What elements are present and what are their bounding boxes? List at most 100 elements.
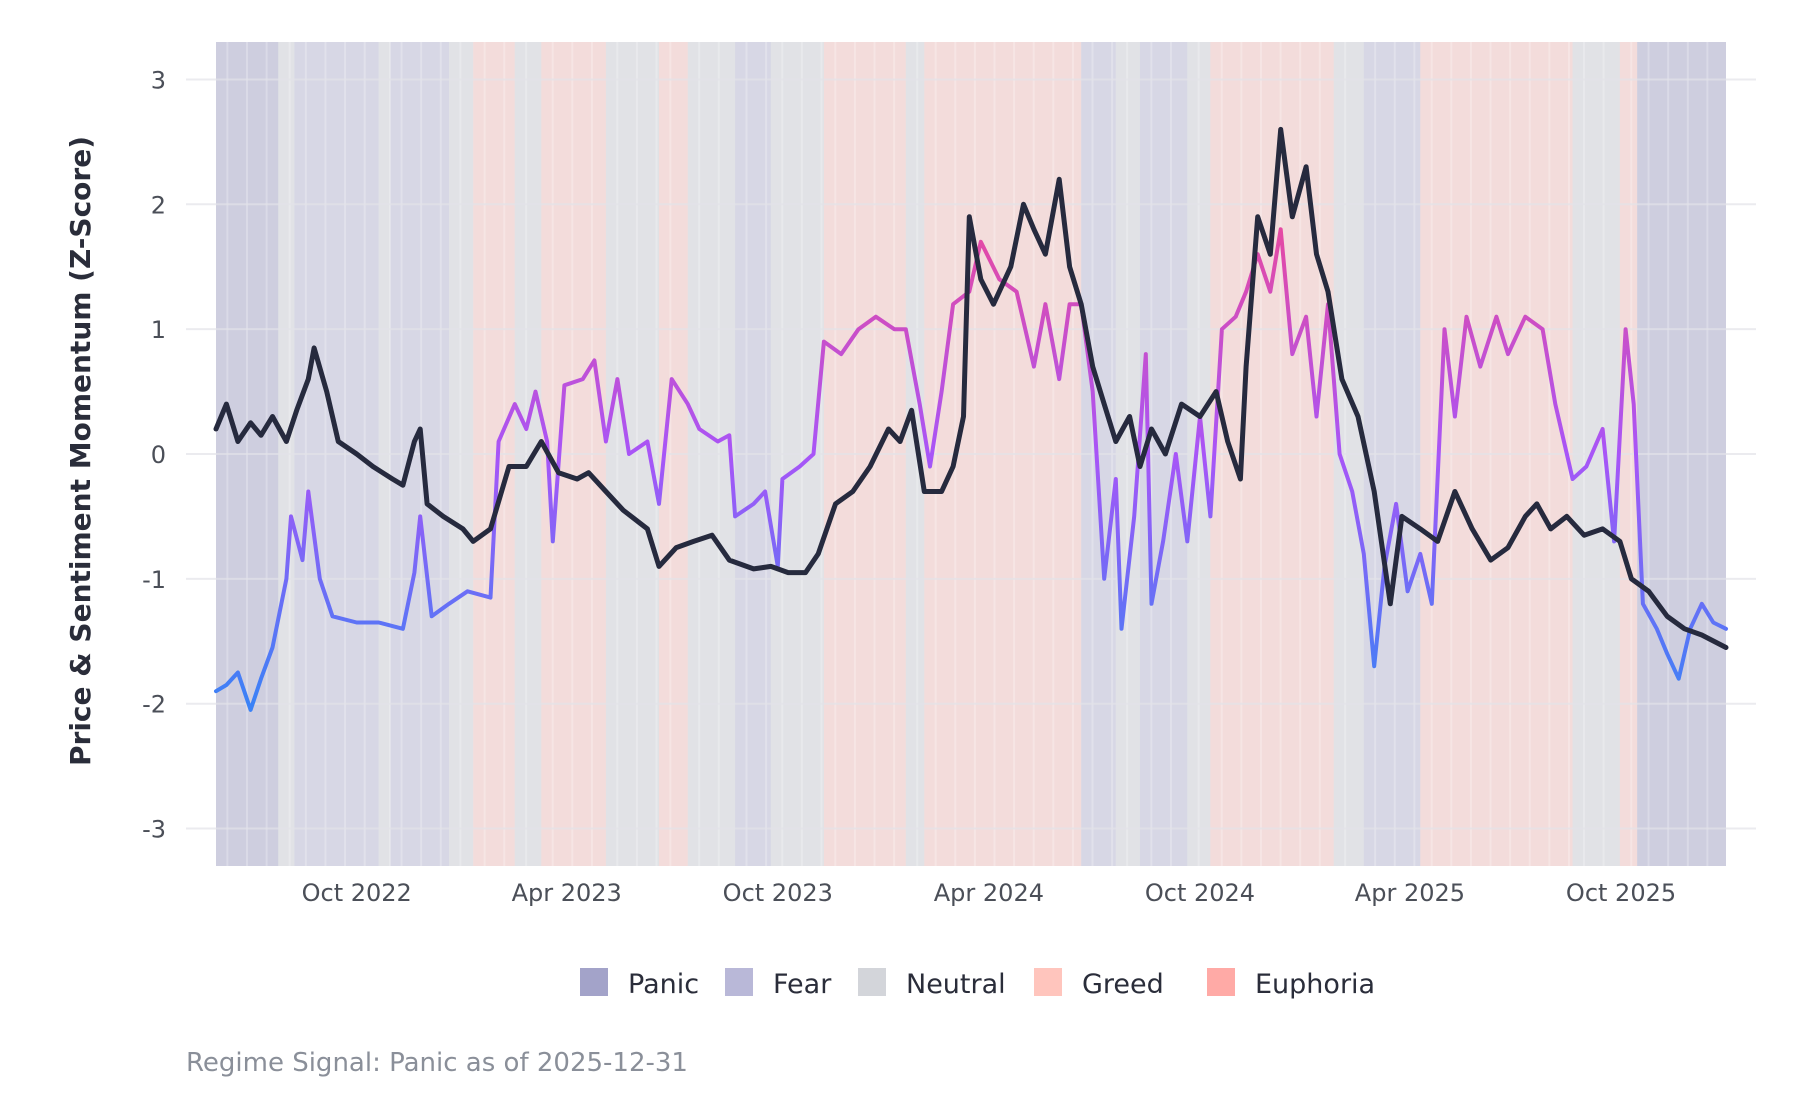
sentiment-point	[401, 627, 405, 631]
y-tick-label: -2	[142, 691, 166, 719]
price-point	[1067, 264, 1072, 269]
sentiment-point	[1268, 290, 1272, 294]
price-point	[412, 439, 417, 444]
x-tick-label: Oct 2022	[302, 879, 412, 907]
price-point	[1079, 302, 1084, 307]
price-point	[645, 526, 650, 531]
sentiment-point	[798, 464, 802, 469]
price-point	[1399, 514, 1404, 519]
sentiment-point	[733, 514, 737, 519]
price-point	[909, 408, 914, 413]
sentiment-point	[1208, 514, 1212, 519]
price-point	[524, 464, 529, 469]
price-point	[507, 464, 512, 469]
sentiment-point	[562, 383, 566, 387]
sentiment-point	[1418, 552, 1422, 556]
sentiment-point	[1430, 602, 1434, 606]
sentiment-point	[1350, 489, 1354, 494]
sentiment-point	[1144, 352, 1148, 356]
y-axis-title: Price & Sentiment Momentum (Z-Score)	[64, 136, 97, 766]
sentiment-point	[259, 677, 263, 681]
legend-label: Panic	[628, 969, 699, 1000]
sentiment-point	[1032, 365, 1036, 369]
sentiment-point	[300, 558, 305, 562]
price-point	[1646, 589, 1651, 594]
price-point	[803, 570, 808, 575]
price-point	[418, 427, 423, 432]
y-tick-label: 1	[151, 316, 166, 344]
sentiment-point	[1068, 302, 1072, 306]
sentiment-point	[615, 377, 620, 381]
price-point	[1534, 501, 1539, 506]
price-point	[1214, 389, 1219, 394]
price-point	[1127, 414, 1132, 419]
sentiment-point	[270, 645, 275, 650]
sentiment-point	[355, 620, 359, 625]
legend-item-fear: Fear	[725, 968, 832, 1000]
sentiment-point	[645, 439, 650, 444]
x-tick-label: Apr 2023	[512, 879, 622, 907]
regime-caption: Regime Signal: Panic as of 2025-12-31	[186, 1048, 688, 1078]
price-point	[1470, 526, 1475, 531]
price-point	[1600, 526, 1605, 531]
sentiment-point	[551, 539, 555, 543]
price-point	[1372, 489, 1377, 494]
sentiment-point	[1624, 327, 1628, 331]
price-point	[674, 545, 679, 550]
price-point	[991, 302, 996, 307]
sentiment-point	[811, 452, 816, 456]
sentiment-point	[1372, 664, 1376, 668]
sentiment-point	[1279, 227, 1283, 231]
sentiment-point	[1043, 302, 1048, 306]
legend-swatch	[725, 968, 753, 996]
price-point	[488, 526, 493, 531]
sentiment-point	[412, 571, 417, 575]
legend-item-neutral: Neutral	[858, 968, 1006, 1000]
price-point	[270, 414, 275, 419]
sentiment-point	[697, 427, 701, 431]
y-tick-label: 2	[151, 191, 166, 219]
sentiment-point	[1570, 477, 1575, 481]
sentiment-point	[418, 514, 422, 519]
legend-swatch	[1034, 968, 1062, 996]
price-point	[1008, 264, 1013, 269]
price-point	[214, 427, 218, 432]
legend-swatch	[1207, 968, 1235, 996]
sentiment-point	[545, 439, 549, 444]
price-point	[575, 476, 580, 481]
sentiment-point	[918, 402, 922, 406]
price-point	[1149, 427, 1154, 432]
price-point	[306, 377, 311, 382]
sentiment-point	[1700, 602, 1704, 606]
price-point	[1388, 601, 1393, 606]
price-point	[1505, 545, 1510, 550]
legend-label: Neutral	[906, 969, 1006, 1000]
sentiment-point	[1244, 290, 1248, 294]
price-point	[1523, 514, 1528, 519]
price-point	[1724, 645, 1728, 650]
sentiment-point	[1641, 602, 1645, 606]
sentiment-point	[604, 439, 608, 444]
sentiment-point	[1478, 365, 1482, 369]
sentiment-point	[1584, 464, 1589, 469]
price-point	[621, 508, 626, 513]
price-point	[1031, 227, 1036, 232]
sentiment-point	[1114, 477, 1118, 481]
sentiment-point	[1290, 352, 1294, 356]
legend: Panic Fear Neutral Greed Euphoria	[580, 968, 1375, 1000]
price-point	[1326, 289, 1331, 294]
sentiment-point	[904, 327, 908, 331]
price-point	[400, 483, 405, 488]
price-point	[898, 439, 903, 444]
price-point	[603, 489, 608, 494]
price-point	[768, 564, 773, 569]
sentiment-point	[1057, 377, 1061, 381]
sentiment-point	[856, 327, 861, 331]
sentiment-point	[497, 439, 501, 444]
price-point	[1682, 626, 1687, 631]
price-point	[471, 539, 476, 544]
y-tick-label: 0	[151, 441, 166, 469]
price-point	[294, 408, 299, 413]
